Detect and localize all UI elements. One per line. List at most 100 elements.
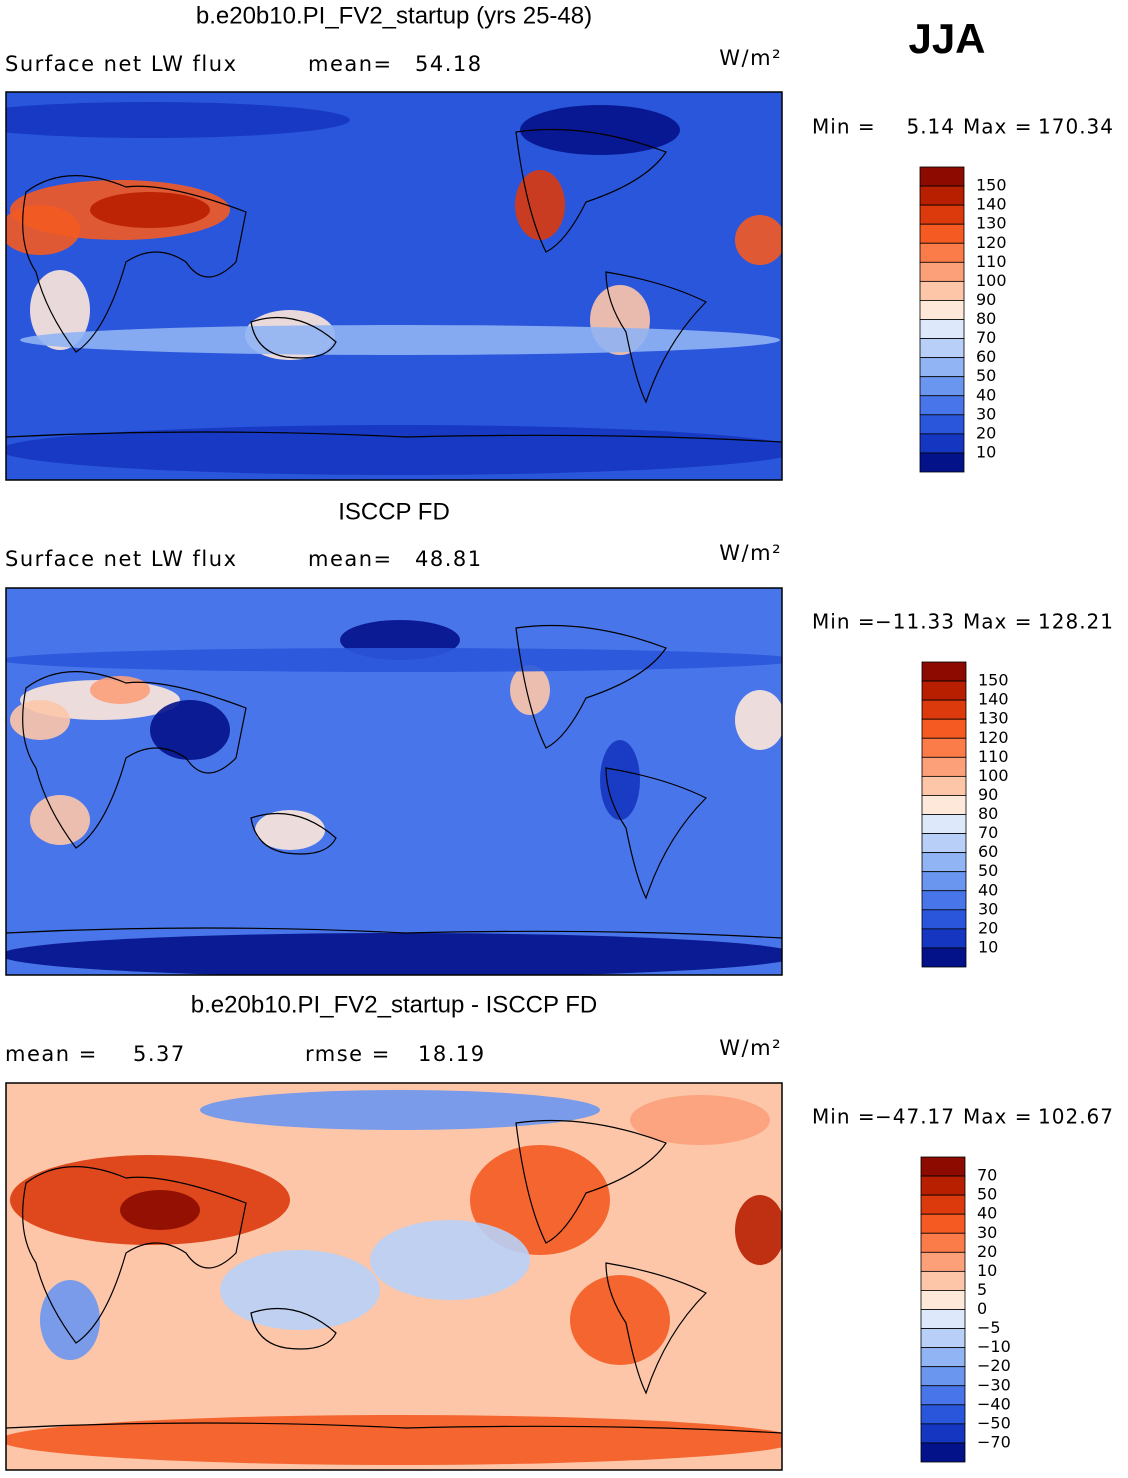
colorbar-label: 10 bbox=[978, 937, 998, 956]
map-region bbox=[10, 700, 70, 740]
colorbar-label: 100 bbox=[978, 766, 1009, 785]
panel-header-text: 18.19 bbox=[418, 1042, 486, 1066]
min-value: −47.17 bbox=[875, 1105, 955, 1129]
coastline bbox=[515, 128, 667, 253]
map-region bbox=[570, 1275, 670, 1365]
colorbar-label: 50 bbox=[976, 366, 996, 385]
colorbar-label: 20 bbox=[976, 423, 996, 442]
coastline bbox=[605, 1262, 708, 1395]
max-label: Max = bbox=[963, 115, 1032, 139]
colorbar-label: 70 bbox=[976, 328, 996, 347]
map-region bbox=[220, 1250, 380, 1330]
colorbar-box bbox=[920, 1213, 966, 1234]
colorbar-label: 90 bbox=[978, 785, 998, 804]
colorbar-box bbox=[921, 661, 967, 682]
colorbar-label: 80 bbox=[978, 804, 998, 823]
coastline bbox=[515, 624, 667, 749]
map bbox=[6, 1083, 782, 1470]
colorbar-box bbox=[920, 1175, 966, 1196]
max-value: 102.67 bbox=[1038, 1105, 1114, 1129]
colorbar-box bbox=[919, 280, 965, 301]
panel-title: b.e20b10.PI_FV2_startup - ISCCP FD bbox=[191, 991, 597, 1018]
coastline bbox=[22, 1166, 247, 1344]
colorbar-label: 130 bbox=[978, 709, 1009, 728]
coastline bbox=[250, 812, 337, 855]
max-label: Max = bbox=[963, 1105, 1032, 1129]
colorbar-label: 90 bbox=[976, 290, 996, 309]
map-region bbox=[630, 1095, 770, 1145]
colorbar-label: −50 bbox=[977, 1413, 1011, 1432]
panel-header-text: Surface net LW flux bbox=[5, 547, 238, 571]
colorbar-label: 30 bbox=[976, 404, 996, 423]
panel-header-text: 48.81 bbox=[415, 547, 483, 571]
min-value: −11.33 bbox=[875, 610, 955, 634]
map-region bbox=[200, 1090, 600, 1130]
map-region bbox=[735, 1195, 782, 1265]
panel-header-text: Surface net LW flux bbox=[5, 52, 238, 76]
max-value: 170.34 bbox=[1038, 115, 1114, 139]
season-label: JJA bbox=[908, 15, 985, 62]
colorbar-box bbox=[921, 947, 967, 968]
colorbar-box bbox=[919, 433, 965, 454]
colorbar-label: 30 bbox=[978, 899, 998, 918]
colorbar-box bbox=[921, 852, 967, 873]
map-region bbox=[735, 215, 782, 265]
min-label: Min = bbox=[812, 115, 876, 139]
map-region bbox=[90, 192, 210, 228]
panel-header-text: 5.37 bbox=[133, 1042, 186, 1066]
colorbar-label: 80 bbox=[976, 309, 996, 328]
colorbar-label: 110 bbox=[976, 252, 1007, 271]
colorbar-box bbox=[920, 1156, 966, 1177]
colorbar-box bbox=[920, 1442, 966, 1463]
colorbar-label: 50 bbox=[978, 861, 998, 880]
colorbar-box bbox=[919, 242, 965, 263]
colorbar-box bbox=[919, 204, 965, 225]
colorbar-label: 120 bbox=[976, 233, 1007, 252]
map bbox=[6, 92, 782, 480]
map-region bbox=[6, 648, 782, 672]
colorbar-label: 40 bbox=[978, 880, 998, 899]
panel-header-text: 54.18 bbox=[415, 52, 483, 76]
colorbar-label: 100 bbox=[976, 271, 1007, 290]
colorbar-box bbox=[921, 833, 967, 854]
colorbar-label: 140 bbox=[978, 690, 1009, 709]
coastline bbox=[515, 1119, 667, 1244]
colorbar-label: −40 bbox=[977, 1394, 1011, 1413]
colorbar-label: −70 bbox=[977, 1432, 1011, 1451]
map-frame bbox=[5, 91, 783, 481]
coastline bbox=[6, 1422, 782, 1434]
colorbar-box bbox=[920, 1270, 966, 1291]
min-label: Min = bbox=[812, 610, 876, 634]
map-region bbox=[510, 665, 550, 715]
map-region bbox=[30, 270, 90, 350]
panel-header-text: mean= bbox=[308, 547, 393, 571]
colorbar-label: 70 bbox=[977, 1166, 997, 1185]
colorbar-label: 150 bbox=[976, 176, 1007, 195]
colorbar-label: 130 bbox=[976, 214, 1007, 233]
colorbar-box bbox=[919, 223, 965, 244]
colorbar-box bbox=[920, 1328, 966, 1349]
map-region bbox=[30, 795, 90, 845]
colorbar-label: 30 bbox=[977, 1223, 997, 1242]
colorbar-label: 20 bbox=[978, 918, 998, 937]
colorbar-box bbox=[921, 699, 967, 720]
colorbar-box bbox=[921, 890, 967, 911]
colorbar-box bbox=[919, 261, 965, 282]
map-frame bbox=[5, 587, 783, 976]
colorbar-box bbox=[920, 1232, 966, 1253]
colorbar-box bbox=[920, 1309, 966, 1329]
colorbar-label: 140 bbox=[976, 195, 1007, 214]
colorbar-box bbox=[919, 395, 965, 416]
colorbar-box bbox=[919, 357, 965, 378]
colorbar-box bbox=[919, 338, 965, 359]
colorbar-box bbox=[920, 1347, 966, 1368]
coastline bbox=[605, 767, 708, 900]
max-value: 128.21 bbox=[1038, 610, 1114, 634]
units-label: W/m² bbox=[719, 1036, 782, 1060]
units-label: W/m² bbox=[719, 46, 782, 70]
map-region bbox=[6, 205, 80, 255]
colorbar-label: 10 bbox=[977, 1261, 997, 1280]
map-region bbox=[6, 1415, 782, 1465]
map-background bbox=[6, 92, 782, 480]
map-region bbox=[20, 325, 780, 355]
